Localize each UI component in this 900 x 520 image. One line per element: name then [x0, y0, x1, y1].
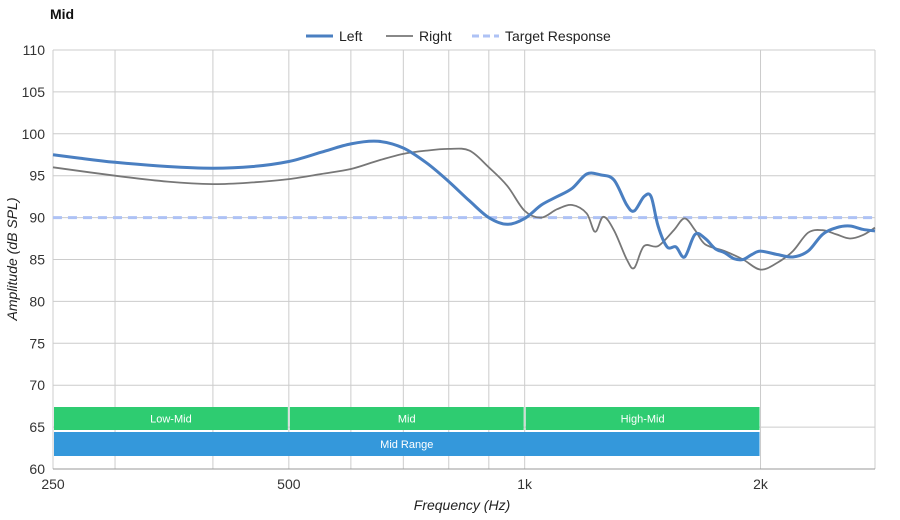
legend-label: Right — [419, 28, 452, 44]
y-tick-label: 65 — [29, 419, 45, 435]
range-band-label: High-Mid — [621, 414, 665, 426]
legend-label: Target Response — [505, 28, 611, 44]
x-axis-label: Frequency (Hz) — [414, 497, 510, 513]
range-band-label: Mid Range — [380, 439, 433, 451]
series-line-left — [52, 139, 876, 262]
y-tick-label: 95 — [29, 168, 45, 184]
x-tick-label: 1k — [517, 476, 533, 492]
x-tick-label: 2k — [753, 476, 769, 492]
range-band — [289, 407, 524, 430]
y-tick-label: 90 — [29, 210, 45, 226]
range-band-label: Low-Mid — [150, 414, 192, 426]
x-tick-label: 500 — [277, 476, 301, 492]
range-bands: Low-Mid Mid High-Mid Mid Range — [54, 407, 760, 456]
y-tick-label: 80 — [29, 293, 45, 309]
y-tick-label: 110 — [23, 42, 46, 58]
grid — [52, 49, 876, 470]
series-line-right — [52, 147, 876, 271]
range-band — [525, 407, 760, 430]
y-axis-ticks: 60 65 70 75 80 85 90 95 100 105 110 — [22, 42, 46, 477]
y-tick-label: 60 — [29, 461, 45, 477]
y-tick-label: 85 — [29, 252, 45, 268]
x-axis-ticks: 250 500 1k 2k — [41, 476, 769, 492]
range-band-label: Mid — [398, 414, 416, 426]
series-lines — [52, 139, 876, 271]
legend: Left Right Target Response — [306, 28, 611, 44]
chart-title: Mid — [50, 6, 74, 22]
range-band — [54, 432, 760, 456]
y-tick-label: 105 — [22, 84, 46, 100]
y-tick-label: 75 — [29, 335, 45, 351]
legend-label: Left — [339, 28, 362, 44]
range-band — [54, 407, 288, 430]
x-tick-label: 250 — [41, 476, 65, 492]
y-tick-label: 100 — [22, 126, 46, 142]
y-tick-label: 70 — [29, 377, 45, 393]
y-axis-label: Amplitude (dB SPL) — [4, 198, 20, 322]
